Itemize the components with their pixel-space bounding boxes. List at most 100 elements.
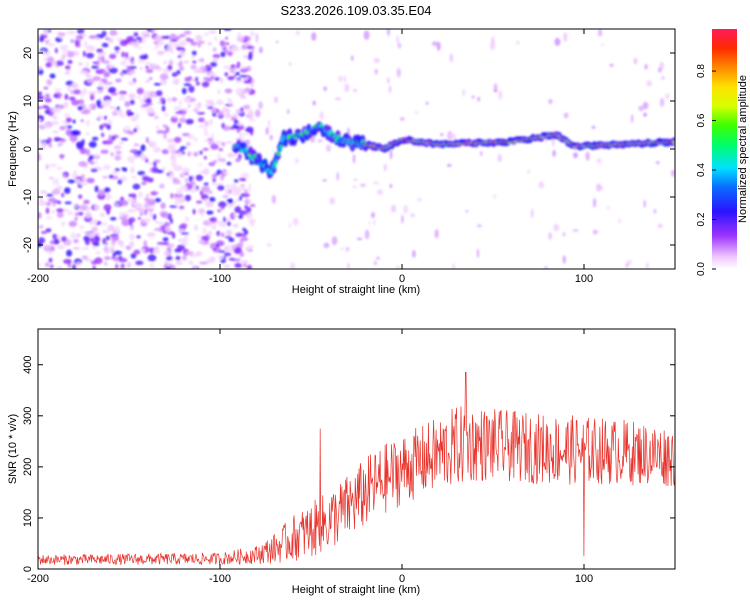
- spectrogram-noise-cell: [79, 98, 84, 106]
- spectrogram-noise-cell: [238, 177, 246, 181]
- spectrogram-noise-cell: [66, 30, 76, 35]
- spectrogram-noise-cell: [401, 214, 404, 224]
- spectrogram-noise-cell: [266, 243, 272, 247]
- spectrogram-noise-cell: [96, 48, 104, 53]
- snr-xtick-label: 100: [575, 573, 593, 585]
- spectrogram-noise-cell: [344, 83, 350, 93]
- spectrogram-noise-cell: [73, 238, 79, 244]
- spectrogram-noise-cell: [176, 188, 183, 196]
- spectrogram-xtick-label: 0: [399, 273, 405, 285]
- spectrogram-noise-cell: [180, 223, 188, 229]
- spectrogram-ytick-label: -20: [22, 237, 34, 253]
- spectrogram-noise-cell: [317, 139, 323, 143]
- spectrogram-noise-cell: [180, 146, 187, 150]
- spectrogram-noise-cell: [352, 154, 356, 164]
- spectrogram-noise-cell: [129, 99, 135, 105]
- spectrogram-noise-cell: [128, 209, 134, 213]
- spectrogram-noise-cell: [60, 56, 65, 63]
- spectrogram-noise-cell: [139, 66, 144, 71]
- spectrogram-noise-cell: [138, 46, 142, 50]
- spectrogram-noise-cell: [389, 149, 393, 160]
- spectrogram-noise-cell: [118, 141, 125, 145]
- spectrogram-noise-cell: [215, 140, 222, 145]
- spectrogram-noise-cell: [64, 201, 72, 205]
- spectrogram-noise-cell: [145, 208, 155, 212]
- spectrogram-noise-cell: [108, 134, 112, 141]
- spectrogram-noise-cell: [232, 223, 239, 229]
- spectrogram-noise-cell: [145, 68, 154, 74]
- spectrogram-noise-cell: [92, 266, 96, 269]
- spectrogram-noise-cell: [216, 100, 224, 106]
- spectrogram-noise-cell: [86, 52, 95, 59]
- spectrogram-noise-cell: [76, 29, 85, 35]
- spectrogram-noise-cell: [170, 116, 178, 123]
- spectrogram-noise-cell: [245, 126, 254, 133]
- spectrogram-noise-cell: [644, 63, 648, 70]
- colorbar-tick-label: 0.0: [696, 262, 707, 276]
- spectrogram-noise-cell: [247, 109, 254, 120]
- spectrogram-noise-cell: [221, 106, 228, 113]
- spectrogram-noise-cell: [39, 190, 48, 194]
- spectrogram-noise-cell: [177, 61, 184, 67]
- spectrogram-noise-cell: [235, 87, 243, 95]
- snr-ytick-label: 100: [22, 509, 34, 527]
- spectrogram-noise-cell: [160, 202, 166, 210]
- spectrogram-noise-cell: [646, 79, 653, 87]
- spectrogram-noise-cell: [74, 216, 79, 221]
- spectrogram-noise-cell: [244, 188, 248, 195]
- spectrogram-noise-cell: [452, 263, 456, 269]
- spectrogram-noise-cell: [104, 85, 108, 90]
- spectrogram-noise-cell: [171, 97, 178, 102]
- spectrogram-noise-cell: [225, 184, 232, 189]
- spectrogram-noise-cell: [52, 130, 59, 134]
- spectrogram-noise-cell: [322, 179, 328, 182]
- spectrogram-noise-cell: [387, 29, 390, 36]
- spectrogram-noise-cell: [396, 68, 401, 78]
- spectrogram-noise-cell: [139, 153, 145, 160]
- spectrogram-noise-cell: [643, 112, 647, 117]
- spectrogram-noise-cell: [216, 220, 224, 225]
- spectrogram-noise-cell: [75, 179, 81, 185]
- spectrogram-noise-cell: [338, 75, 343, 82]
- snr-ylabel: SNR (10 * v/v): [7, 414, 19, 484]
- spectrogram-noise-cell: [335, 97, 341, 101]
- spectrogram-noise-cell: [151, 63, 159, 68]
- spectrogram-noise-cell: [53, 188, 61, 195]
- spectrogram-noise-cell: [124, 125, 131, 131]
- spectrogram-noise-cell: [94, 37, 101, 40]
- spectrogram-noise-cell: [412, 249, 416, 258]
- spectrogram-noise-cell: [147, 177, 154, 183]
- spectrogram-noise-cell: [60, 138, 67, 142]
- spectrogram-noise-cell: [197, 43, 201, 48]
- spectrogram-noise-cell: [236, 36, 245, 43]
- spectrogram-noise-cell: [89, 94, 95, 101]
- spectrogram-noise-cell: [166, 96, 173, 103]
- spectrogram-noise-cell: [98, 80, 104, 88]
- spectrogram-noise-cell: [43, 86, 49, 90]
- spectrogram-noise-cell: [245, 213, 248, 216]
- spectrogram-noise-cell: [389, 183, 393, 189]
- snr-axes: -200 -100 0 100 0 100 200 300 400: [22, 329, 675, 585]
- spectrogram-ridge-cell: [672, 140, 675, 144]
- spectrogram-noise-cell: [118, 114, 127, 118]
- spectrogram-noise-cell: [168, 59, 174, 66]
- spectrogram-noise-cell: [195, 200, 203, 204]
- spectrogram-noise-cell: [239, 240, 244, 247]
- spectrogram-noise-cell: [199, 150, 203, 155]
- spectrogram-noise-cell: [187, 104, 191, 108]
- spectrogram-noise-cell: [417, 197, 422, 202]
- spectrogram-noise-cell: [54, 47, 58, 54]
- spectrogram-noise-cell: [38, 111, 41, 116]
- spectrogram-noise-cell: [182, 254, 187, 261]
- spectrogram-noise-cell: [592, 229, 599, 235]
- spectrogram-noise-cell: [195, 174, 204, 181]
- spectrogram-noise-cell: [234, 263, 242, 269]
- spectrogram-noise-cell: [114, 263, 119, 269]
- spectrogram-noise-cell: [224, 235, 232, 239]
- spectrogram-noise-cell: [228, 237, 235, 242]
- spectrogram-noise-cell: [171, 72, 178, 77]
- spectrogram-noise-cell: [148, 111, 156, 115]
- spectrogram-noise-cell: [119, 200, 129, 206]
- spectrogram-noise-cell: [176, 244, 186, 251]
- spectrogram-noise-cell: [230, 69, 236, 74]
